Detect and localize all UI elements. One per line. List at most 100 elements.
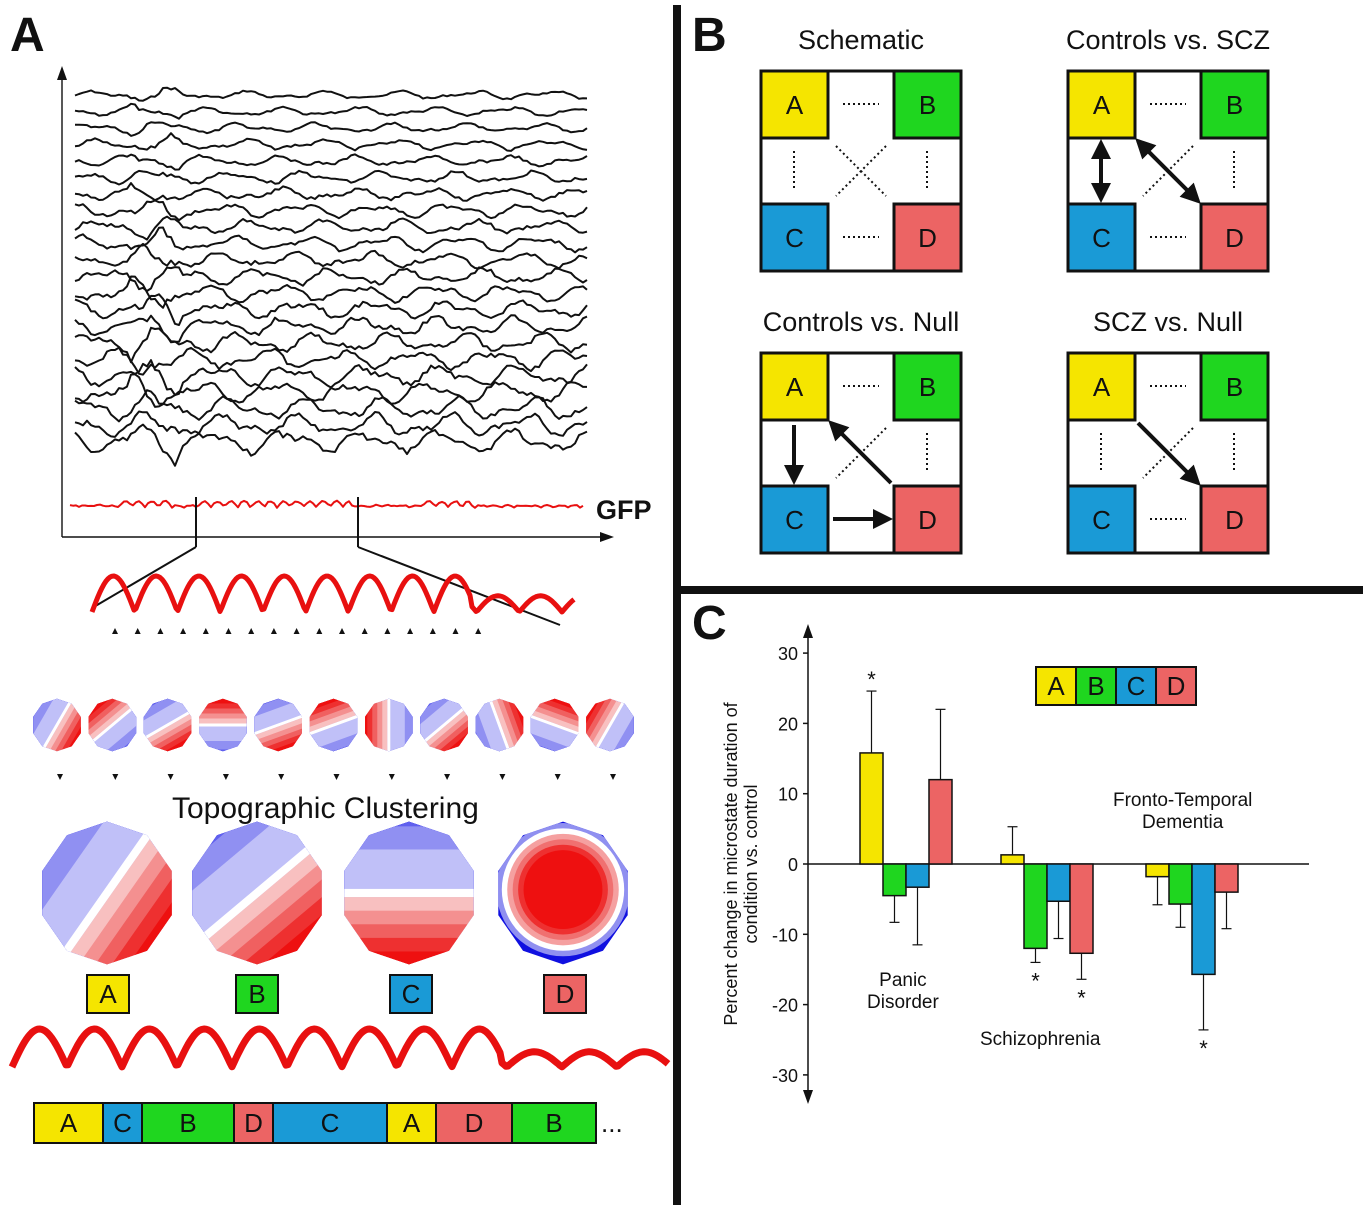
cluster-label-d: D: [543, 974, 587, 1014]
eeg-channel-trace: [74, 226, 588, 254]
group-label-line: Panic: [879, 970, 927, 991]
zoom-bracket: [91, 497, 561, 626]
eeg-channel-trace: [74, 199, 588, 222]
gfp-trace: [69, 499, 584, 509]
state-box: [1199, 351, 1270, 422]
y-axis-arrow-top: [803, 624, 813, 639]
bar: [1069, 863, 1094, 955]
sequence-segment: D: [437, 1104, 513, 1142]
transition-line: [835, 427, 887, 479]
bar: [1000, 854, 1025, 865]
y-axis-arrow: [57, 66, 67, 80]
gfp-bottom-trace: [8, 1025, 671, 1071]
state-box: [892, 484, 963, 555]
transition-diagram: Schematic A B C D: [759, 25, 963, 273]
peak-marker: [384, 628, 391, 634]
state-box: [1066, 484, 1137, 555]
transition-diagram: Controls vs. SCZ A B C D: [1066, 25, 1270, 273]
eeg-channel-trace: [74, 275, 588, 309]
legend-item-b: B: [1077, 668, 1117, 704]
eeg-channel-trace: [74, 373, 587, 408]
peak-marker: [475, 628, 482, 634]
eeg-channel-trace: [74, 102, 588, 120]
state-box: [1066, 351, 1137, 422]
group-label-line: Schizophrenia: [980, 1029, 1101, 1050]
state-label: A: [786, 372, 804, 402]
eeg-channel-trace: [74, 389, 588, 423]
map-marker: [278, 774, 285, 780]
eeg-channel-trace: [74, 132, 588, 152]
significance-marker: *: [867, 667, 876, 692]
panel-a-figure: [8, 66, 671, 1071]
peak-marker: [339, 628, 345, 634]
eeg-channel-trace: [74, 410, 588, 438]
cluster-label-c: C: [389, 974, 433, 1014]
sequence-segment: A: [388, 1104, 437, 1142]
sequence-segment: D: [235, 1104, 274, 1142]
bar: [1168, 863, 1193, 905]
peak-marker: [112, 628, 118, 634]
panel-c-legend: A B C D: [1035, 666, 1197, 706]
y-tick-label: 30: [778, 644, 798, 664]
bar: [1023, 863, 1048, 950]
gfp-zoom-trace: [89, 573, 576, 615]
map-marker: [222, 774, 229, 780]
instant-maps: [33, 698, 634, 752]
y-axis-label: Percent change in microstate duration of…: [721, 701, 761, 1025]
eeg-channel-trace: [74, 326, 588, 364]
group-label-line: Dementia: [1142, 812, 1224, 833]
eeg-axes: [61, 72, 606, 538]
panel-c-letter: C: [692, 597, 727, 650]
y-tick-label: 20: [778, 714, 798, 734]
state-label: B: [1226, 90, 1243, 120]
panel-c-chart: 30 20 10 0 -10 -20 -30 Percent change in micros…: [721, 624, 1309, 1104]
eeg-channel-trace: [74, 314, 588, 344]
sequence-segment: B: [143, 1104, 235, 1142]
state-label: B: [919, 372, 936, 402]
map-marker: [388, 774, 395, 780]
state-box: [892, 69, 963, 140]
legend-item-d: D: [1157, 668, 1195, 704]
map-marker: [610, 774, 616, 780]
panel-b-letter: B: [692, 9, 727, 62]
transition-line: [835, 145, 887, 197]
significance-marker: *: [1077, 985, 1086, 1010]
significance-marker: *: [1031, 968, 1040, 993]
map-marker: [499, 774, 506, 780]
map-marker: [167, 774, 174, 780]
cluster-maps: [42, 821, 628, 965]
peak-marker: [361, 628, 368, 634]
sequence-segment: A: [35, 1104, 104, 1142]
state-label: B: [919, 90, 936, 120]
peak-marker: [225, 628, 232, 634]
diagram-title: Schematic: [798, 25, 924, 55]
peak-marker: [248, 628, 255, 634]
sequence-ellipsis: ...: [601, 1108, 623, 1138]
peak-marker: [157, 628, 164, 634]
state-label: D: [1225, 505, 1244, 535]
topo-map: [344, 821, 474, 965]
vertical-divider: [673, 5, 681, 1205]
y-tick-label: 10: [778, 785, 798, 805]
state-box: [892, 202, 963, 273]
state-label: A: [1093, 372, 1111, 402]
group-label-panic: Panic Disorder: [867, 970, 939, 1014]
peak-marker: [293, 628, 300, 634]
map-marker: [444, 774, 451, 780]
bar: [905, 863, 930, 888]
state-label: C: [1092, 223, 1111, 253]
bar: [928, 778, 953, 865]
state-box: [1066, 202, 1137, 273]
gfp-label: GFP: [596, 495, 652, 525]
peak-marker: [452, 628, 459, 634]
group-label-line: Fronto-Temporal: [1113, 790, 1253, 811]
map-marker: [333, 774, 340, 780]
panel-a-letter: A: [10, 9, 45, 62]
legend-item-a: A: [1037, 668, 1077, 704]
eeg-channel-trace: [74, 182, 588, 202]
group-label-schizophrenia: Schizophrenia: [980, 1029, 1100, 1051]
diagram-title: Controls vs. SCZ: [1066, 25, 1270, 55]
eeg-traces: [74, 86, 588, 467]
state-box: [1199, 69, 1270, 140]
